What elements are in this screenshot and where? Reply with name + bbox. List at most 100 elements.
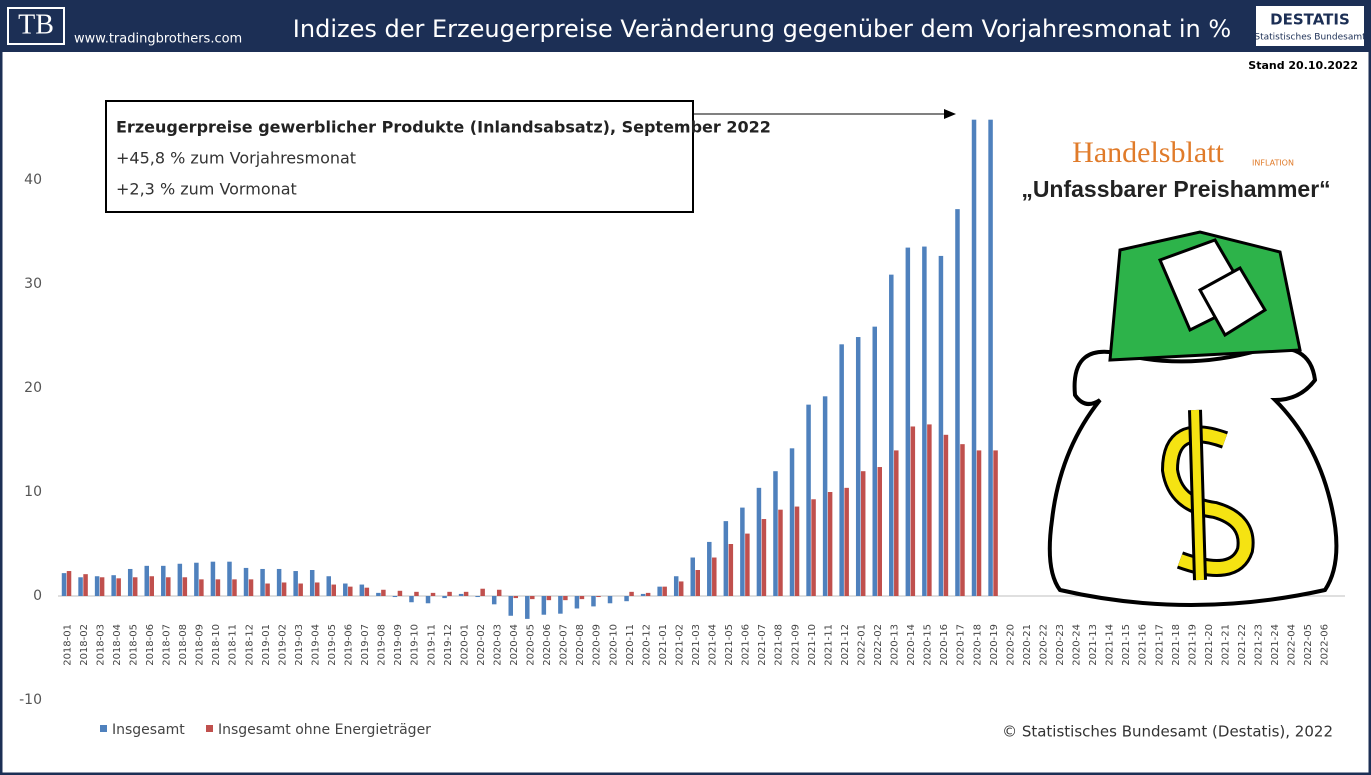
- bar: [927, 424, 932, 596]
- x-tick-label: 2020-13: [890, 624, 901, 666]
- x-tick-label: 2020-02: [476, 624, 487, 666]
- bar: [149, 576, 154, 596]
- bar: [657, 586, 662, 596]
- bar: [260, 568, 265, 596]
- bar: [480, 588, 485, 596]
- x-tick-label: 2021-17: [1154, 624, 1165, 666]
- bar: [491, 596, 497, 605]
- y-tick-label: 30: [24, 276, 42, 292]
- bar: [414, 591, 419, 596]
- x-tick-label: 2020-22: [1038, 624, 1049, 666]
- x-tick-label: 2020-09: [592, 624, 603, 666]
- bar: [789, 448, 795, 596]
- x-tick-label: 2020-01: [459, 624, 470, 666]
- bar: [877, 467, 882, 596]
- logo-box: [7, 7, 65, 45]
- bar: [778, 509, 783, 596]
- x-tick-label: 2020-10: [608, 624, 619, 666]
- bar: [381, 589, 386, 596]
- logo: TB: [18, 9, 54, 40]
- bar: [194, 562, 199, 596]
- bar: [496, 589, 502, 596]
- x-tick-label: 2020-19: [989, 624, 1000, 666]
- x-tick-label: 2018-05: [128, 624, 139, 666]
- x-tick-label: 2020-18: [972, 624, 983, 666]
- x-tick-label: 2020-21: [1022, 624, 1033, 666]
- x-tick-label: 2019-07: [360, 624, 371, 666]
- bar: [513, 596, 518, 599]
- bar: [530, 596, 535, 600]
- bar: [673, 576, 679, 596]
- x-tick-label: 2021-08: [774, 624, 785, 666]
- x-tick-label: 2021-07: [757, 624, 768, 666]
- legend-swatch: [206, 725, 213, 732]
- bar: [227, 561, 232, 596]
- bar: [243, 567, 249, 596]
- x-tick-label: 2018-03: [95, 624, 106, 666]
- bar: [458, 593, 464, 596]
- x-tick-label: 2019-08: [377, 624, 388, 666]
- bar: [425, 596, 431, 604]
- bar: [690, 557, 695, 596]
- bar: [640, 593, 646, 596]
- x-tick-label: 2022-01: [856, 624, 867, 666]
- bar: [182, 577, 188, 596]
- x-tick-label: 2021-01: [658, 624, 669, 666]
- x-tick-label: 2018-04: [112, 624, 123, 666]
- x-tick-label: 2020-16: [939, 624, 950, 666]
- destatis-box: [1256, 6, 1364, 46]
- x-tick-label: 2021-13: [1088, 624, 1099, 666]
- x-tick-label: 2018-10: [211, 624, 222, 666]
- bar: [276, 568, 282, 596]
- x-tick-label: 2020-12: [641, 624, 652, 666]
- bar: [83, 574, 88, 596]
- website: www.tradingbrothers.com: [74, 32, 242, 47]
- bar: [541, 596, 547, 615]
- bar: [822, 396, 828, 596]
- bar: [127, 568, 133, 596]
- bar: [695, 570, 700, 596]
- x-tick-label: 2021-16: [1138, 624, 1149, 666]
- bar: [199, 579, 204, 596]
- x-tick-label: 2021-22: [1237, 624, 1248, 666]
- bar: [111, 575, 116, 596]
- x-tick-label: 2021-14: [1105, 624, 1116, 666]
- x-tick-label: 2019-06: [344, 624, 355, 666]
- money-bag: [1047, 230, 1339, 607]
- destatis-logo: DESTATIS: [1270, 11, 1350, 29]
- y-tick-label: 10: [24, 484, 42, 500]
- bar: [314, 582, 320, 596]
- bar: [281, 582, 287, 596]
- bar: [773, 471, 778, 596]
- bar: [894, 450, 899, 596]
- x-tick-label: 2021-23: [1254, 624, 1265, 666]
- bar: [844, 487, 849, 596]
- bar: [66, 571, 72, 596]
- bar: [971, 119, 977, 597]
- x-tick-label: 2019-09: [393, 624, 404, 666]
- y-tick-label: 20: [24, 380, 42, 396]
- x-tick-label: 2018-06: [145, 624, 156, 666]
- x-tick-label: 2020-07: [559, 624, 570, 666]
- bar: [596, 596, 601, 598]
- bar: [806, 404, 811, 596]
- arrow-head: [944, 109, 956, 119]
- x-tick-label: 2020-04: [509, 624, 520, 666]
- bar: [728, 544, 734, 596]
- y-tick-label: 0: [33, 588, 42, 604]
- bar: [943, 434, 949, 596]
- bar: [392, 596, 398, 598]
- x-tick-label: 2019-05: [327, 624, 338, 666]
- bar: [463, 591, 469, 596]
- bar: [988, 119, 993, 597]
- bar: [723, 521, 729, 596]
- bar: [993, 450, 998, 596]
- bar: [293, 571, 298, 596]
- bar: [579, 596, 585, 600]
- bar: [761, 519, 767, 596]
- x-tick-label: 2018-01: [62, 624, 73, 666]
- copyright: © Statistisches Bundesamt (Destatis), 20…: [1002, 723, 1333, 741]
- bar: [794, 506, 800, 596]
- bar: [645, 592, 651, 596]
- bar: [326, 576, 331, 596]
